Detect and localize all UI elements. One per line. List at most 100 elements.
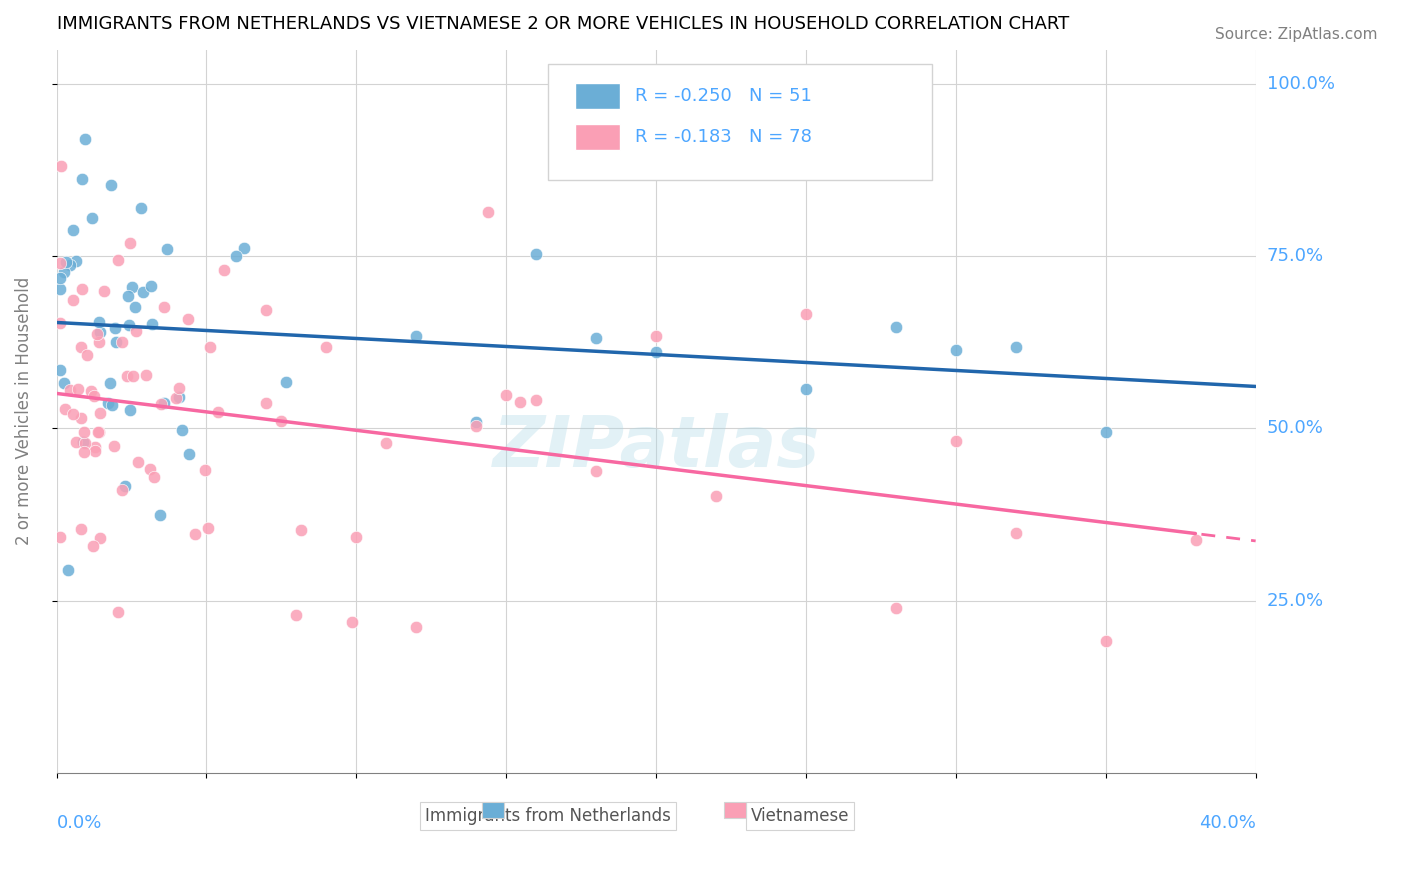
Point [375,436,398,450]
Point [214,263,236,277]
Point [177,447,200,461]
Point [645,345,668,359]
Point [89,531,111,545]
Point [89,325,111,339]
Point [200,340,222,354]
Point [83,444,105,458]
Point [167,391,190,405]
Point [48,363,70,377]
Bar [575,83,620,109]
Point [82,539,104,553]
Point [93,284,115,298]
Point [80,211,103,225]
Point [89,315,111,329]
Point [48,316,70,330]
Point [141,317,163,331]
Y-axis label: 2 or more Vehicles in Household: 2 or more Vehicles in Household [15,277,32,545]
Point [207,405,229,419]
Point [172,424,194,438]
Point [153,301,176,315]
Point [87,425,110,439]
Point [524,392,547,407]
Point [285,608,308,623]
Point [794,382,817,396]
Text: Vietnamese: Vietnamese [751,807,849,825]
Point [107,253,129,268]
Point [156,243,179,257]
Point [122,369,145,384]
Point [72,435,94,450]
Point [62,408,84,422]
Point [794,308,817,322]
Point [70,522,93,536]
Point [495,388,517,402]
Text: 0.0%: 0.0% [56,814,103,832]
Point [194,462,217,476]
Point [59,383,82,397]
Point [62,222,84,236]
Point [167,381,190,395]
Point [69,340,91,354]
Point [290,523,312,537]
Bar [575,124,620,150]
Point [70,282,93,296]
Point [49,159,72,173]
Point [117,288,139,302]
Point [232,241,254,255]
Point [120,403,142,417]
Text: ZIPatlas: ZIPatlas [492,413,820,482]
Point [256,396,278,410]
Point [477,204,499,219]
Point [80,384,103,398]
Point [101,398,124,412]
Point [149,508,172,522]
Point [465,415,488,429]
Text: 25.0%: 25.0% [1267,591,1324,609]
Point [276,376,298,390]
Text: 75.0%: 75.0% [1267,247,1324,266]
Text: R = -0.250   N = 51: R = -0.250 N = 51 [634,87,811,105]
Point [127,454,149,468]
Point [124,300,146,314]
Point [100,376,122,390]
Point [125,324,148,338]
Point [111,483,134,497]
Point [55,255,77,269]
Text: IMMIGRANTS FROM NETHERLANDS VS VIETNAMESE 2 OR MORE VEHICLES IN HOUSEHOLD CORREL: IMMIGRANTS FROM NETHERLANDS VS VIETNAMES… [56,15,1069,33]
Point [65,254,87,268]
Point [111,334,134,349]
Point [1094,634,1116,648]
Point [104,321,127,335]
Point [1094,425,1116,440]
Point [315,340,337,354]
Bar [724,802,747,818]
Point [585,464,607,478]
Point [107,605,129,619]
Point [117,369,139,384]
Point [97,395,120,409]
Point [405,329,427,343]
Point [524,247,547,261]
Text: R = -0.183   N = 78: R = -0.183 N = 78 [634,128,811,145]
Point [72,172,94,186]
Point [48,282,70,296]
Point [87,335,110,350]
Point [135,368,157,382]
Point [197,520,219,534]
Point [89,405,111,419]
Point [225,249,247,263]
Point [344,530,367,544]
Bar [482,802,503,818]
Point [103,439,125,453]
Point [132,285,155,299]
Point [75,132,97,146]
Point [152,395,174,409]
Point [87,425,110,440]
Point [83,389,105,403]
Point [129,201,152,215]
Point [1005,340,1028,354]
Point [73,445,96,459]
Point [340,615,363,629]
Point [83,440,105,454]
Point [165,391,187,405]
